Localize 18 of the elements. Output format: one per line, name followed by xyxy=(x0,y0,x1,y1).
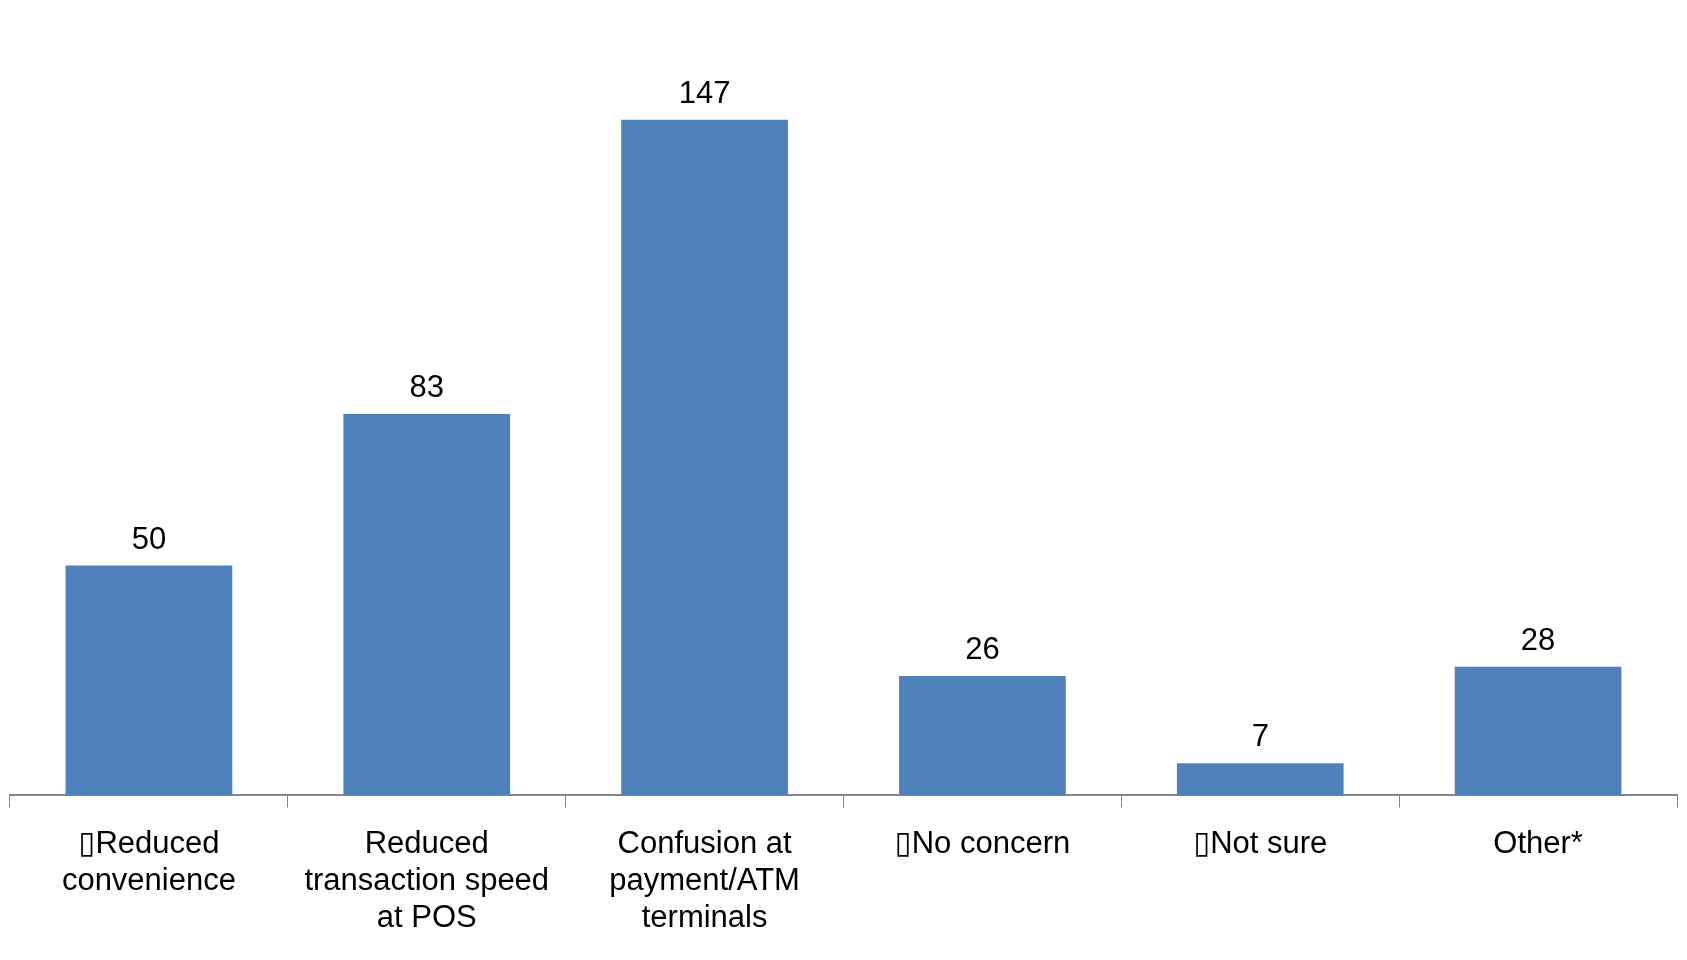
bar xyxy=(343,413,511,796)
x-tick-label: Confusion at payment/ATM terminals xyxy=(609,824,800,934)
data-label: 7 xyxy=(1251,718,1269,754)
data-label: 26 xyxy=(965,630,1000,666)
bar xyxy=(65,565,233,796)
data-label: 50 xyxy=(131,520,167,556)
data-label: 28 xyxy=(1520,621,1556,657)
data-label: 147 xyxy=(678,74,731,110)
bar xyxy=(621,119,788,796)
bar xyxy=(1176,763,1344,796)
x-tick-label: ▯Reduced convenience xyxy=(61,824,236,897)
x-tick-label: ▯Not sure xyxy=(1193,824,1328,860)
bar xyxy=(899,675,1066,796)
x-tick-label: ▯No concern xyxy=(894,824,1071,860)
x-tick-label: Reduced transaction speed at POS xyxy=(304,824,550,934)
bar xyxy=(1454,666,1622,796)
data-label: 83 xyxy=(409,368,444,404)
x-tick-label: Other* xyxy=(1493,824,1583,860)
